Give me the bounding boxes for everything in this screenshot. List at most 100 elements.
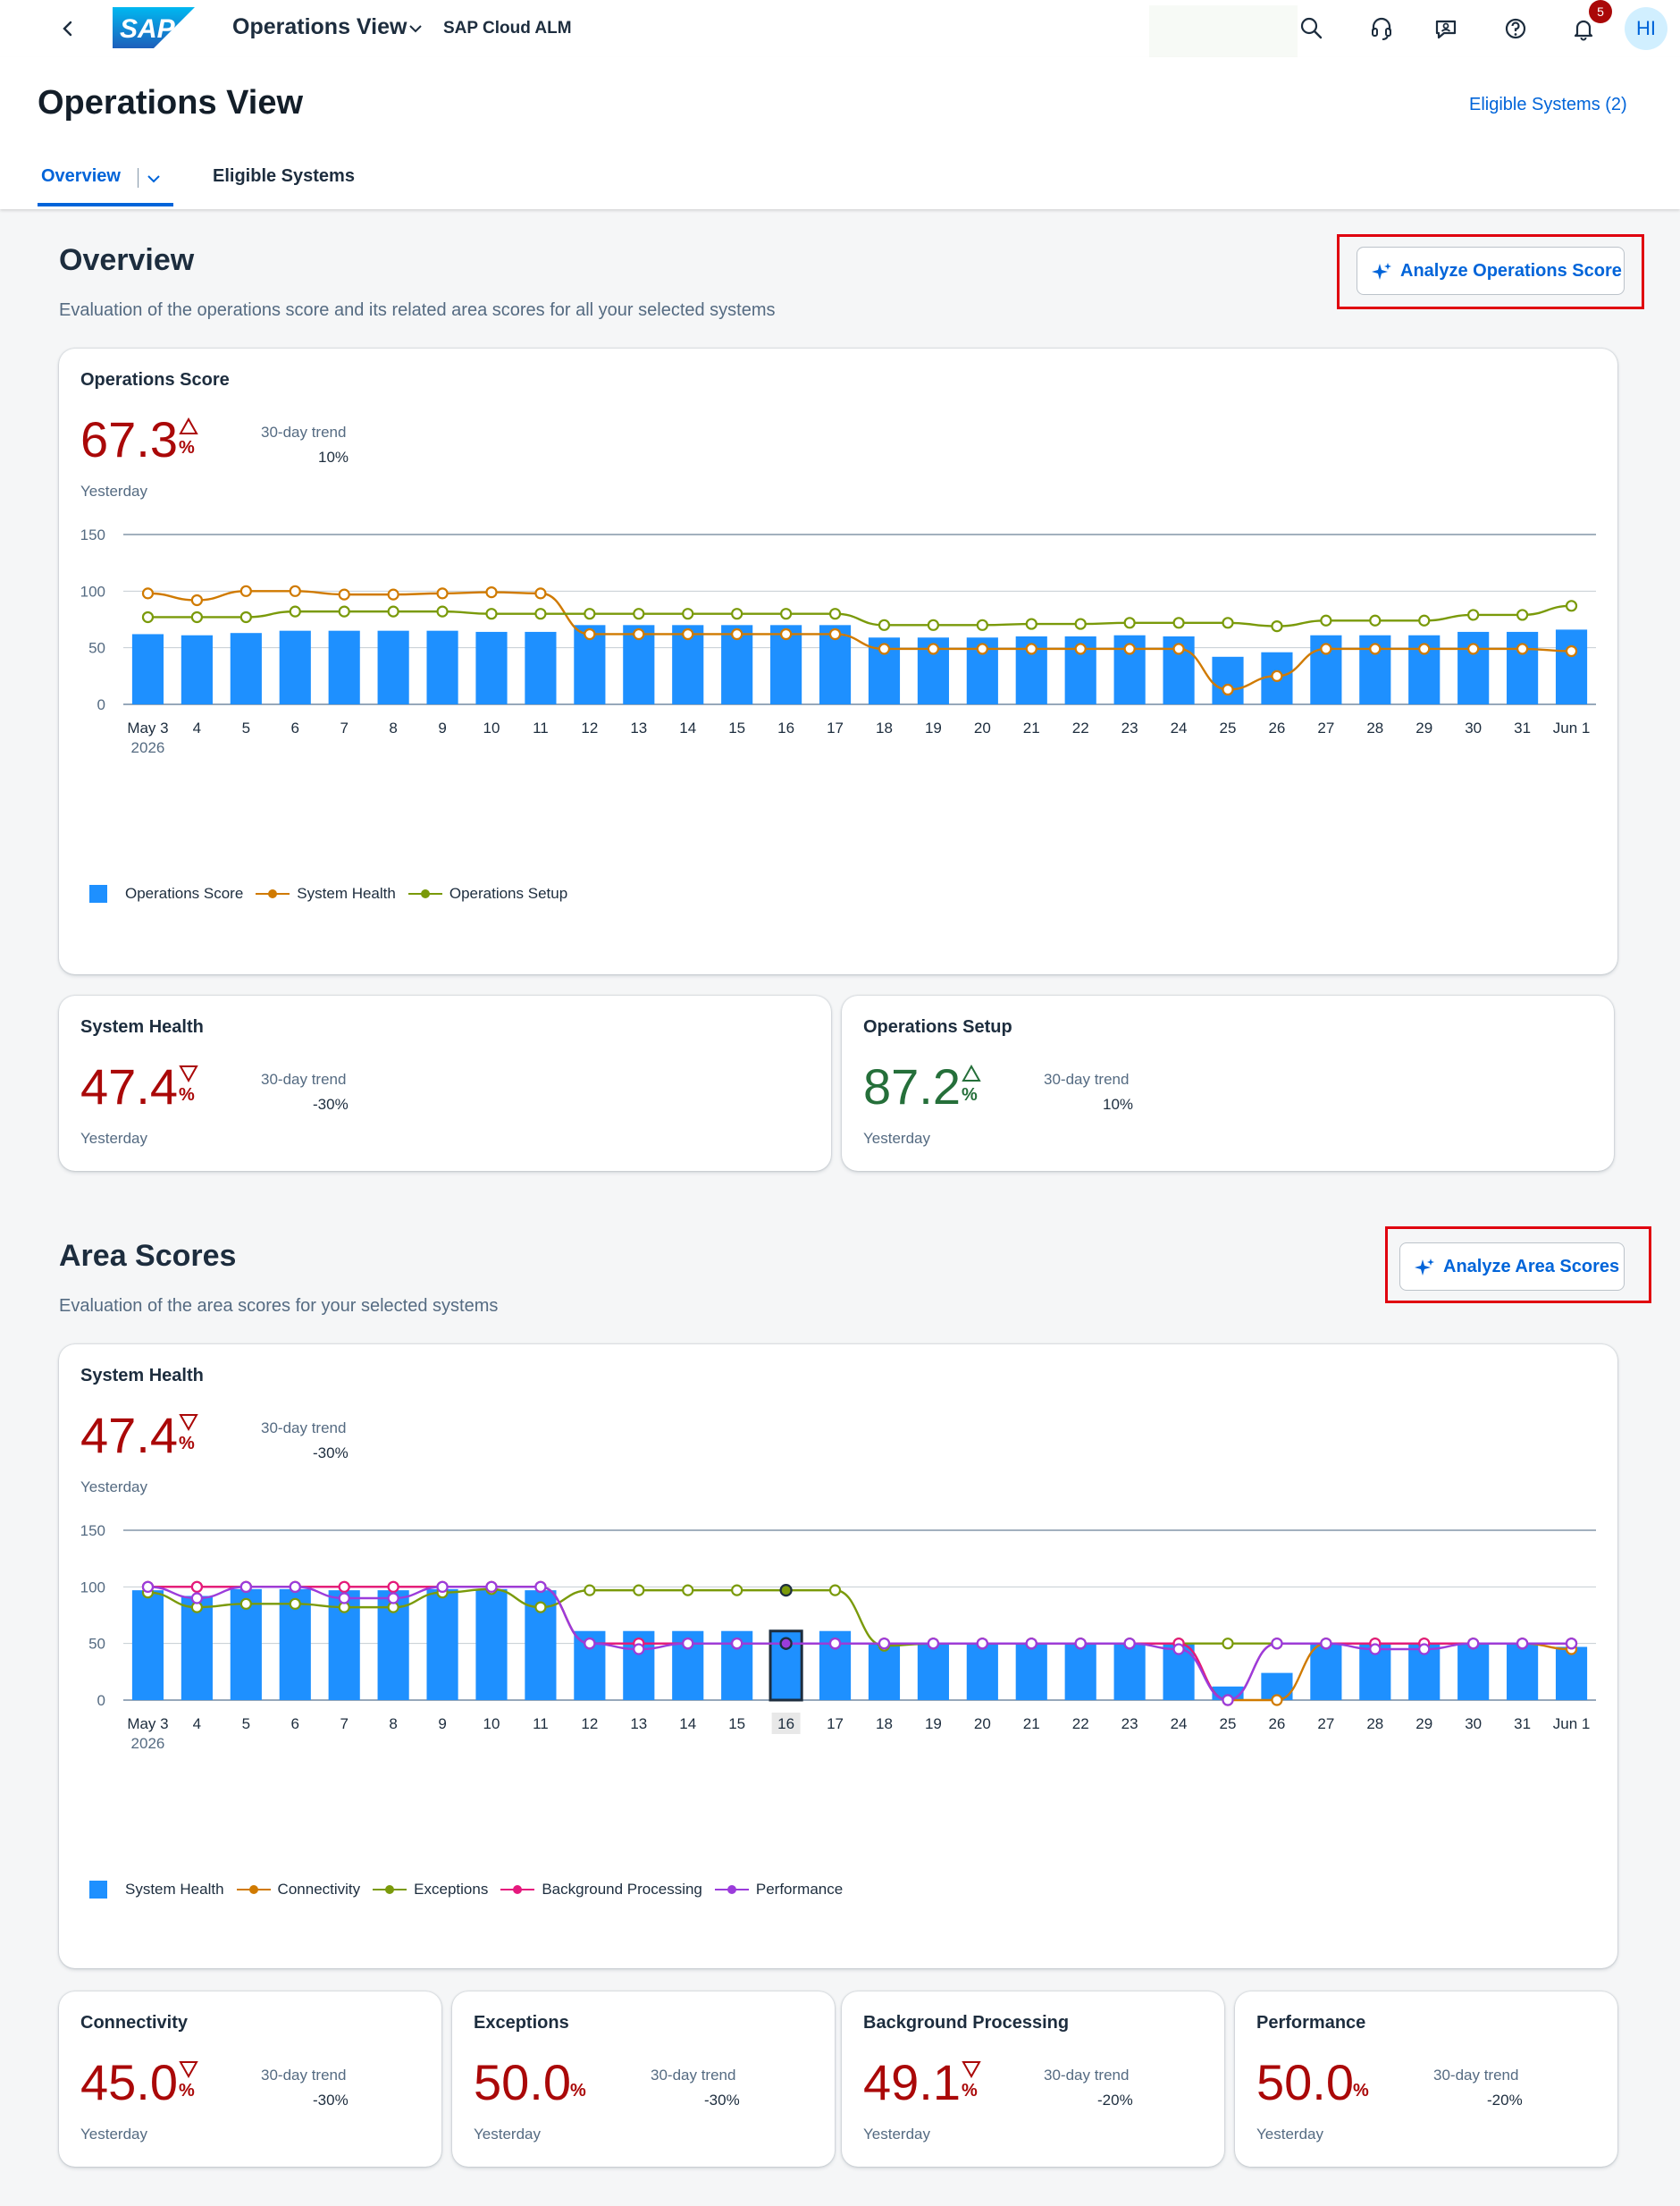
x-tick-label: 15 <box>728 720 745 737</box>
bar-operations-score <box>230 633 262 704</box>
point-operations-setup <box>534 608 547 620</box>
kpi-unit: % <box>179 438 195 458</box>
legend-item-background-processing[interactable]: Background Processing <box>500 1881 702 1899</box>
connectivity-card[interactable]: Connectivity 45.0 % 30-day trend -30% Ye… <box>59 1991 441 2167</box>
point-performance <box>731 1638 743 1650</box>
point-exceptions <box>1222 1638 1234 1650</box>
ai-sparkle-icon <box>1372 263 1391 280</box>
x-tick-label: 4 <box>193 720 201 737</box>
legend-item-operations-setup[interactable]: Operations Setup <box>407 885 568 903</box>
sap-logo[interactable]: SAP <box>113 7 195 48</box>
operations-setup-card[interactable]: Operations Setup 87.2 % 30-day trend 10%… <box>842 996 1614 1171</box>
exceptions-card[interactable]: Exceptions 50.0 % 30-day trend -30% Yest… <box>452 1991 835 2167</box>
point-operations-setup <box>633 608 645 620</box>
legend-item-system-health[interactable]: System Health <box>256 885 396 903</box>
analyze-operations-score-button[interactable]: Analyze Operations Score <box>1357 247 1625 295</box>
legend-item-operations-score[interactable]: Operations Score <box>89 885 243 903</box>
bar-system-health <box>1113 1643 1146 1700</box>
x-tick-sublabel: 2026 <box>131 1735 165 1752</box>
tab-eligible-systems[interactable]: Eligible Systems <box>213 166 355 186</box>
point-system-health <box>485 585 498 599</box>
bell-icon[interactable] <box>1569 14 1598 43</box>
x-tick-label: 23 <box>1121 720 1138 737</box>
eligible-systems-link[interactable]: Eligible Systems (2) <box>1469 95 1627 114</box>
performance-card[interactable]: Performance 50.0 % 30-day trend -20% Yes… <box>1235 1991 1617 2167</box>
y-tick-label: 50 <box>88 640 105 657</box>
trend-up-icon <box>962 1064 981 1083</box>
app-title[interactable]: Operations View <box>232 14 407 39</box>
legend-label: System Health <box>125 1881 224 1898</box>
point-system-health <box>534 587 547 600</box>
point-performance <box>779 1637 793 1650</box>
y-tick-label: 0 <box>97 696 105 713</box>
system-health-card[interactable]: System Health 47.4 % 30-day trend -30% Y… <box>59 996 831 1171</box>
legend-label: Operations Setup <box>449 885 568 902</box>
tab-overview[interactable]: Overview <box>41 166 121 186</box>
point-exceptions <box>731 1584 743 1596</box>
headset-icon[interactable] <box>1367 14 1396 43</box>
x-tick-label: 20 <box>974 720 991 737</box>
point-operations-setup <box>1025 618 1037 630</box>
svg-text:SAP: SAP <box>120 14 176 44</box>
point-performance <box>1123 1638 1136 1650</box>
point-exceptions <box>534 1601 547 1613</box>
trend-up-icon <box>179 417 198 436</box>
x-tick-label: 22 <box>1072 1715 1089 1732</box>
point-performance <box>828 1638 842 1650</box>
x-tick-label: Jun 1 <box>1553 1715 1591 1732</box>
bar-system-health <box>181 1596 213 1700</box>
bar-operations-score <box>1555 629 1588 704</box>
feedback-icon[interactable] <box>1432 14 1460 43</box>
point-operations-setup <box>828 608 842 620</box>
kpi-value: 50.0 <box>1256 2054 1354 2110</box>
back-icon[interactable] <box>55 16 80 41</box>
trend-value: -30% <box>704 2092 740 2109</box>
x-tick-label: 6 <box>291 1715 299 1732</box>
legend-item-performance[interactable]: Performance <box>714 1881 843 1899</box>
trend-label: 30-day trend <box>1044 1071 1130 1088</box>
point-performance <box>436 1580 449 1593</box>
operations-score-chart[interactable]: 0 50 100 150 May 3 4 5 6 7 8 9 10 11 12 13 14 15 16 17 18 19… <box>59 518 1617 778</box>
search-icon[interactable] <box>1298 14 1326 43</box>
help-icon[interactable] <box>1501 14 1530 43</box>
point-performance <box>1025 1638 1037 1650</box>
period-label: Yesterday <box>1256 2126 1323 2143</box>
x-tick-label: 21 <box>1023 720 1040 737</box>
legend-swatch <box>500 1884 535 1895</box>
search-area <box>1149 5 1298 57</box>
bar-operations-score <box>131 634 164 704</box>
point-system-health <box>1172 643 1185 655</box>
x-tick-label: 8 <box>389 1715 397 1732</box>
period-label: Yesterday <box>80 1130 147 1147</box>
x-tick-label: 17 <box>827 720 844 737</box>
bar-operations-score <box>1212 656 1244 704</box>
bar-operations-score <box>475 631 508 704</box>
point-operations-setup <box>1369 614 1382 627</box>
point-system-health <box>1418 643 1431 655</box>
card-title: System Health <box>80 1366 204 1385</box>
avatar[interactable]: HI <box>1625 7 1667 50</box>
legend-item-connectivity[interactable]: Connectivity <box>236 1881 360 1899</box>
point-operations-setup <box>1516 609 1529 621</box>
x-tick-label: 14 <box>679 720 696 737</box>
chevron-down-icon[interactable] <box>407 20 424 38</box>
highlight-box <box>1385 1226 1651 1303</box>
bar-operations-score <box>279 630 311 704</box>
x-tick-label: 16 <box>777 1715 794 1732</box>
point-system-health <box>239 585 252 597</box>
point-system-health <box>976 643 988 655</box>
analyze-area-scores-button[interactable]: Analyze Area Scores <box>1399 1242 1625 1291</box>
tab-separator <box>138 168 139 188</box>
point-operations-setup <box>239 610 252 624</box>
background-processing-card[interactable]: Background Processing 49.1 % 30-day tren… <box>842 1991 1224 2167</box>
area-scores-chart[interactable]: 0 50 100 150 May 3 4 5 6 7 8 9 10 11 12 13 14 15 16 17 18 19… <box>59 1514 1617 1773</box>
legend-item-system-health[interactable]: System Health <box>89 1881 224 1899</box>
x-tick-label: 20 <box>974 1715 991 1732</box>
point-system-health <box>387 588 399 601</box>
legend-label: Operations Score <box>125 885 244 902</box>
chevron-down-icon[interactable] <box>146 171 162 187</box>
ai-sparkle-icon <box>1415 1259 1434 1276</box>
trend-label: 30-day trend <box>651 2067 736 2084</box>
point-system-health <box>436 587 449 600</box>
legend-item-exceptions[interactable]: Exceptions <box>373 1881 488 1899</box>
